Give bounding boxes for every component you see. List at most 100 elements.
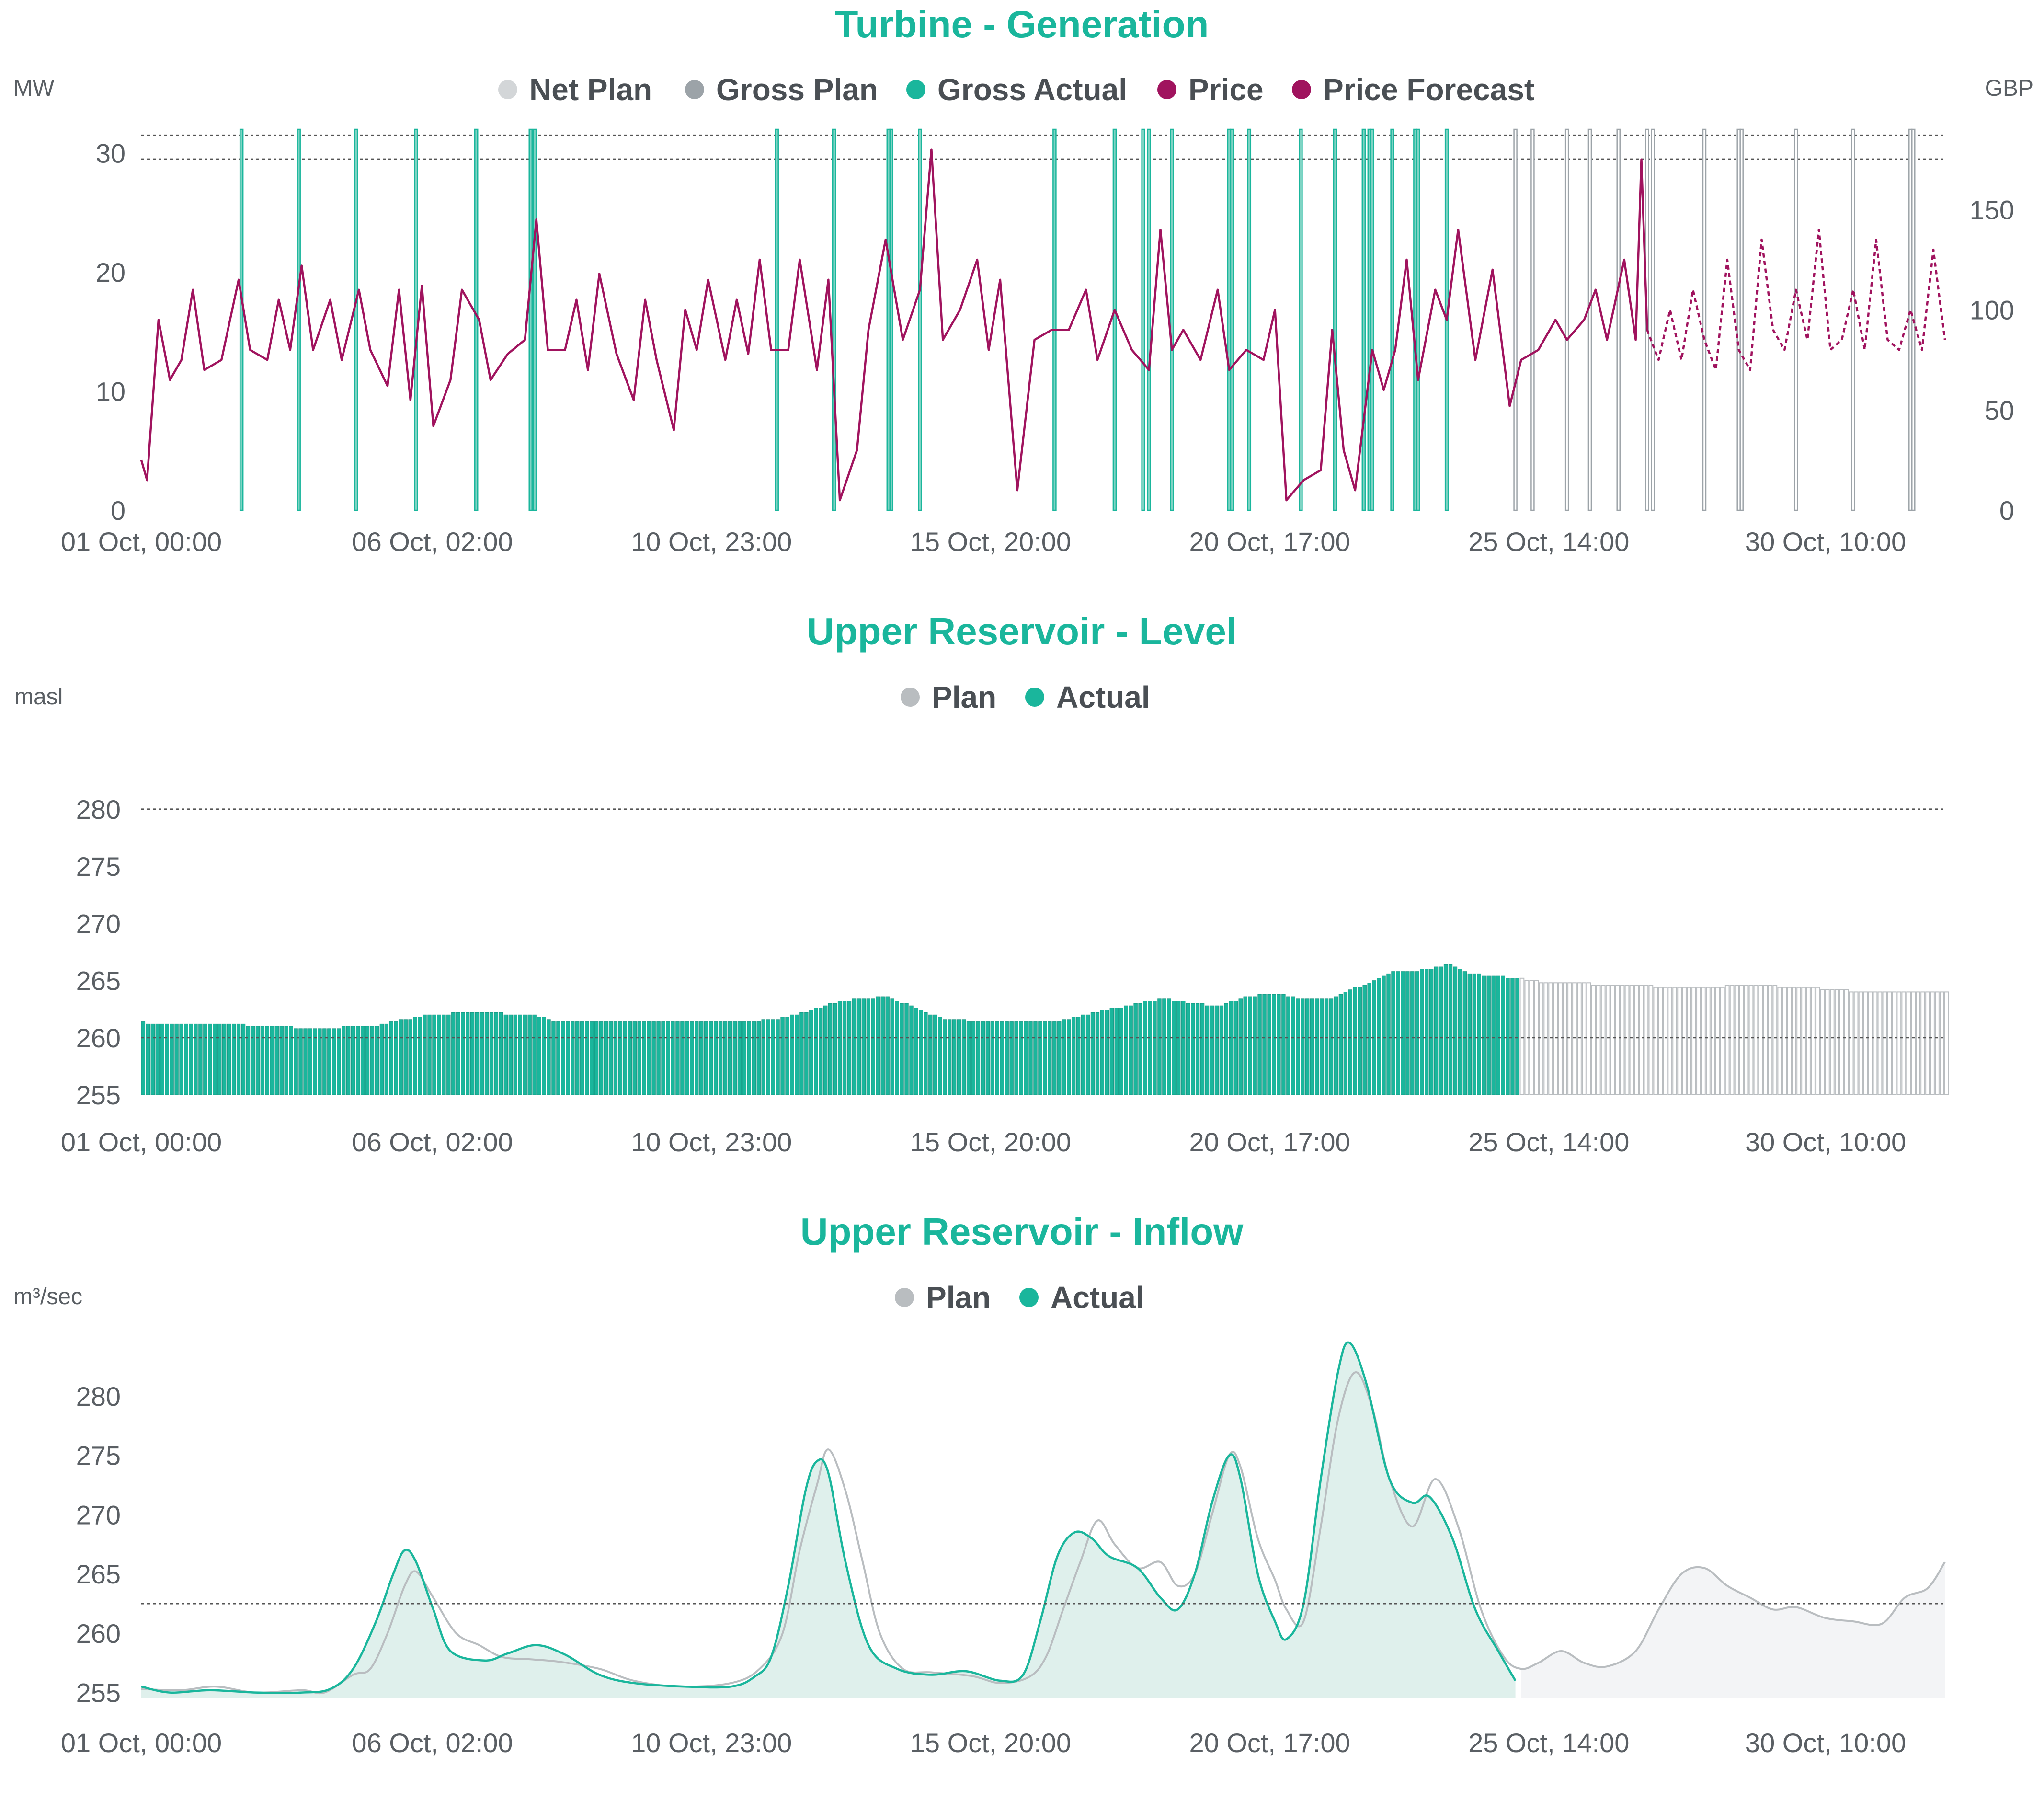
legend-gross-actual[interactable]: Gross Actual — [906, 72, 1127, 107]
level-actual-bar — [594, 1021, 599, 1095]
level-plan-bar — [1672, 987, 1678, 1096]
level-plan-bar — [1715, 987, 1720, 1096]
generation-right-tick-label: 150 — [1970, 195, 2014, 225]
level-actual-bar — [542, 1017, 546, 1095]
level-actual-bar — [561, 1021, 565, 1095]
level-actual-bar — [823, 1005, 828, 1095]
level-actual-bar — [170, 1023, 174, 1095]
level-plan-bar — [1710, 987, 1715, 1096]
inflow-plan-marker-icon — [895, 1288, 914, 1307]
level-actual-bar — [303, 1028, 308, 1095]
level-plan-bar — [1925, 991, 1930, 1095]
level-plan-bar — [1768, 985, 1773, 1096]
gross-actual-spike — [354, 128, 358, 511]
gross-plan-spike — [1587, 128, 1592, 511]
level-plan-bar — [1724, 985, 1730, 1096]
level-plan-bar — [1787, 987, 1792, 1096]
level-actual-bar — [904, 1003, 909, 1095]
generation-legend: Net Plan Gross Plan Gross Actual Price P… — [498, 72, 1534, 107]
level-actual-bar — [1100, 1010, 1105, 1095]
legend-price-forecast[interactable]: Price Forecast — [1292, 72, 1534, 107]
level-plan-bar — [1834, 989, 1839, 1096]
legend-price[interactable]: Price — [1157, 72, 1264, 107]
legend-inflow-plan[interactable]: Plan — [895, 1280, 991, 1315]
level-actual-bar — [1391, 971, 1395, 1095]
level-actual-bar — [981, 1021, 985, 1095]
generation-left-tick-label: 0 — [111, 495, 126, 526]
level-actual-bar — [766, 1019, 770, 1095]
legend-gross-plan[interactable]: Gross Plan — [685, 72, 878, 107]
level-actual-bar — [713, 1021, 718, 1095]
level-actual-bar — [451, 1012, 456, 1095]
level-plan-bar — [1868, 991, 1873, 1095]
legend-net-plan[interactable]: Net Plan — [498, 72, 652, 107]
level-actual-bar — [523, 1014, 527, 1095]
level-actual-bar — [1000, 1021, 1004, 1095]
level-x-tick-label: 06 Oct, 02:00 — [352, 1127, 513, 1157]
level-actual-bar — [1033, 1021, 1038, 1095]
legend-level-plan[interactable]: Plan — [901, 680, 996, 714]
level-actual-bar — [480, 1012, 484, 1095]
level-plan-bar — [1763, 985, 1768, 1096]
level-plan-bar — [1829, 989, 1835, 1096]
gross-actual-marker-icon — [906, 80, 925, 99]
level-actual-bar — [1181, 1001, 1186, 1095]
inflow-plan-line — [141, 1371, 1946, 1695]
inflow-x-tick-label: 30 Oct, 10:00 — [1745, 1728, 1906, 1758]
inflow-tick-label: 255 — [76, 1678, 121, 1708]
level-plan-bar — [1558, 982, 1563, 1096]
level-actual-bar — [1439, 966, 1443, 1095]
level-plan-bar — [1705, 987, 1711, 1096]
level-actual-bar — [718, 1021, 723, 1095]
level-plan-marker-icon — [901, 688, 920, 707]
level-actual-bar — [355, 1026, 360, 1095]
gross-actual-spike — [1170, 128, 1174, 511]
level-actual-bar — [933, 1014, 937, 1095]
legend-net-plan-label: Net Plan — [529, 72, 652, 107]
level-actual-bar — [1243, 996, 1247, 1095]
level-plan-bar — [1916, 991, 1920, 1095]
level-actual-bar — [1071, 1017, 1076, 1095]
level-actual-bar — [298, 1028, 303, 1095]
level-plan-bar — [1892, 991, 1897, 1095]
level-actual-bar — [360, 1026, 365, 1095]
level-actual-bar — [255, 1026, 260, 1095]
level-actual-bar — [876, 996, 880, 1095]
legend-level-actual[interactable]: Actual — [1025, 680, 1150, 714]
price-line — [140, 148, 1648, 502]
legend-inflow-actual[interactable]: Actual — [1019, 1280, 1144, 1315]
level-actual-bar — [1467, 973, 1472, 1095]
level-plan-bar — [1624, 985, 1630, 1096]
level-actual-marker-icon — [1025, 688, 1044, 707]
level-actual-bar — [442, 1014, 446, 1095]
inflow-actual-line — [141, 1341, 1517, 1694]
level-actual-bar — [1253, 996, 1257, 1095]
level-x-tick-label: 30 Oct, 10:00 — [1745, 1127, 1906, 1157]
level-actual-bar — [246, 1026, 251, 1095]
level-plan-bar — [1667, 987, 1673, 1096]
level-actual-bar — [847, 1001, 852, 1095]
level-actual-bar — [274, 1026, 279, 1095]
level-actual-bar — [322, 1028, 327, 1095]
level-actual-bar — [399, 1019, 403, 1095]
level-actual-bar — [551, 1021, 556, 1095]
legend-level-actual-label: Actual — [1056, 680, 1150, 714]
gross-actual-spike — [775, 128, 779, 511]
level-actual-bar — [1176, 1001, 1181, 1095]
level-actual-bar — [556, 1021, 560, 1095]
level-actual-bar — [327, 1028, 331, 1095]
level-tick-label: 270 — [76, 908, 121, 939]
level-bars — [141, 964, 1949, 1096]
inflow-tick-label: 265 — [76, 1559, 121, 1589]
level-plan-bar — [1600, 985, 1606, 1096]
level-actual-bar — [1262, 994, 1267, 1095]
level-actual-bar — [527, 1014, 532, 1095]
level-actual-bar — [990, 1021, 994, 1095]
level-x-tick-label: 10 Oct, 23:00 — [631, 1127, 792, 1157]
level-actual-bar — [1167, 998, 1171, 1095]
gross-actual-spike — [1247, 128, 1252, 511]
generation-reference-lines — [141, 134, 1945, 160]
level-actual-bar — [1229, 1001, 1233, 1095]
gross-plan-spike — [1616, 128, 1621, 511]
level-plan-bar — [1644, 985, 1649, 1096]
